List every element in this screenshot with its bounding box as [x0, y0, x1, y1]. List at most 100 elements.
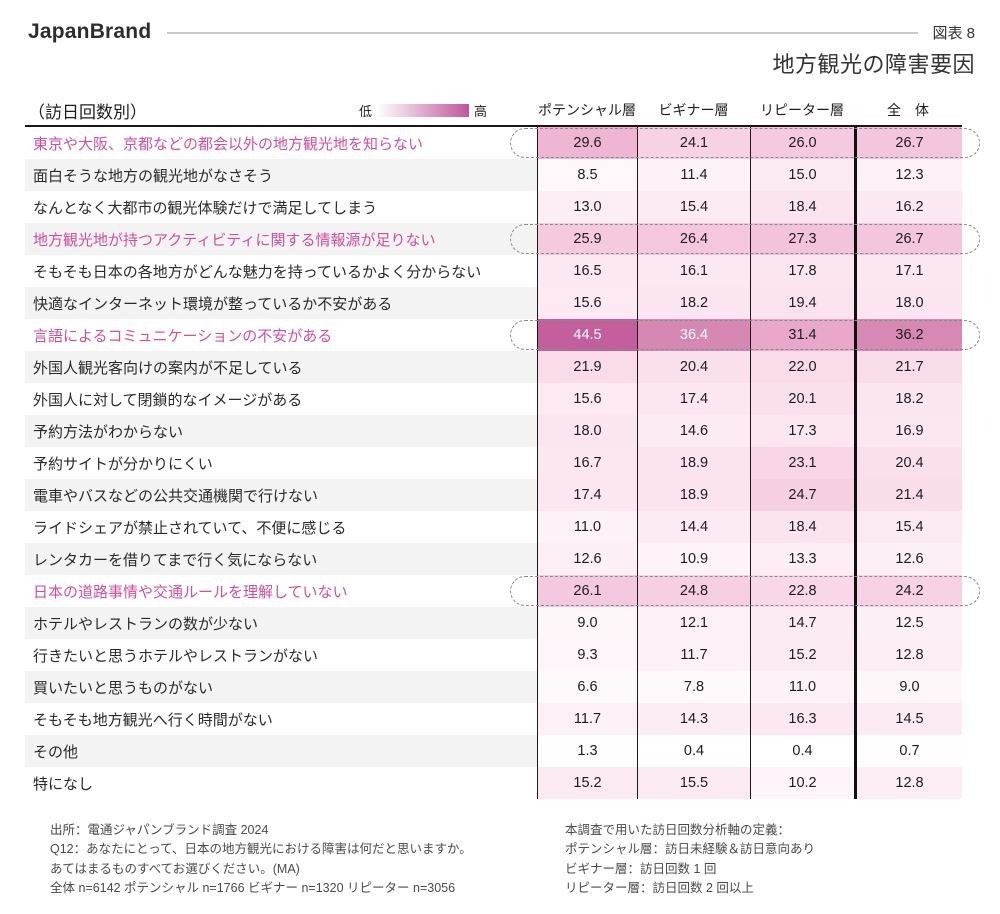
heat-cell: 16.3 [750, 703, 854, 735]
row-label: ホテルやレストランの数が少ない [25, 607, 537, 639]
row-label: 日本の道路事情や交通ルールを理解していない [33, 583, 348, 601]
heat-cell: 9.3 [537, 639, 637, 671]
heat-cell: 26.7 [854, 223, 962, 255]
row-label: 電車やバスなどの公共交通機関で行けない [25, 479, 537, 511]
heat-cell: 11.7 [637, 639, 750, 671]
heat-cell: 17.3 [750, 415, 854, 447]
heat-cell: 15.4 [637, 191, 750, 223]
heat-cell: 18.2 [854, 383, 962, 415]
page-header: JapanBrand 図表 8 地方観光の障害要因 [0, 0, 1000, 79]
heat-cell: 20.1 [750, 383, 854, 415]
footnote-line: 本調査で用いた訪日回数分析軸の定義： [565, 823, 791, 837]
footnote-definitions-block: 本調査で用いた訪日回数分析軸の定義： ポテンシャル層：訪日未経験＆訪日意向あり ビギ… [565, 821, 815, 899]
heat-cell: 13.3 [750, 543, 854, 575]
table-row: 面白そうな地方の観光地がなさそう 8.5 11.4 15.0 12.3 [25, 159, 962, 191]
heat-cell: 10.2 [750, 767, 854, 799]
column-header-3: リピーター層 [760, 102, 844, 118]
heat-cell: 18.4 [750, 511, 854, 543]
heat-cell: 20.4 [637, 351, 750, 383]
heat-cell: 12.5 [854, 607, 962, 639]
heat-cell: 18.0 [854, 287, 962, 319]
heat-cell: 18.2 [637, 287, 750, 319]
heat-cell: 26.7 [854, 127, 962, 159]
row-label: 外国人観光客向けの案内が不足している [25, 351, 537, 383]
heat-cell: 21.9 [537, 351, 637, 383]
footnote-source-block: 出所：電通ジャパンブランド調査 2024 Q12：あなたにとって、日本の地方観光に… [50, 821, 550, 899]
heat-cell: 17.4 [637, 383, 750, 415]
heat-cell: 11.7 [537, 703, 637, 735]
row-label: そもそも日本の各地方がどんな魅力を持っているかよく分からない [33, 263, 482, 281]
row-label: その他 [25, 735, 537, 767]
heat-cell: 15.0 [750, 159, 854, 191]
table-row: 快適なインターネット環境が整っているか不安がある 15.6 18.2 19.4 18.0 [25, 287, 962, 319]
heat-cell: 18.0 [537, 415, 637, 447]
heat-cell: 13.0 [537, 191, 637, 223]
column-header-4: 全 体 [887, 102, 929, 118]
heatmap-table: 東京や大阪、京都などの都会以外の地方観光地を知らない 29.6 24.1 26.0 26… [25, 125, 980, 799]
heat-cell: 10.9 [637, 543, 750, 575]
heat-cell: 24.7 [750, 479, 854, 511]
heat-cell: 0.4 [750, 735, 854, 767]
table-row: 特になし 15.2 15.5 10.2 12.8 [25, 767, 962, 799]
heat-cell: 15.4 [854, 511, 962, 543]
row-label: レンタカーを借りてまで行く気にならない [25, 543, 537, 575]
heat-cell: 17.8 [750, 255, 854, 287]
table-row: 買いたいと思うものがない 6.6 7.8 11.0 9.0 [25, 671, 962, 703]
heat-cell: 24.8 [637, 575, 750, 607]
heat-legend: 低 高 [359, 101, 487, 120]
heat-cell: 44.5 [537, 319, 637, 351]
row-label: 予約方法がわからない [25, 415, 537, 447]
footnotes: 出所：電通ジャパンブランド調査 2024 Q12：あなたにとって、日本の地方観光に… [50, 821, 1000, 899]
row-label: 快適なインターネット環境が整っているか不安がある [25, 287, 537, 319]
heat-cell: 15.5 [637, 767, 750, 799]
heat-cell: 12.8 [854, 767, 962, 799]
heat-cell: 31.4 [750, 319, 854, 351]
table-row: 外国人に対して閉鎖的なイメージがある 15.6 17.4 20.1 18.2 [25, 383, 962, 415]
heat-cell: 12.3 [854, 159, 962, 191]
footnote-line: 出所：電通ジャパンブランド調査 2024 [50, 823, 269, 837]
table-row: 予約サイトが分かりにくい 16.7 18.9 23.1 20.4 [25, 447, 962, 479]
row-label: 予約サイトが分かりにくい [33, 455, 213, 473]
table-row: 外国人観光客向けの案内が不足している 21.9 20.4 22.0 21.7 [25, 351, 962, 383]
header-divider-line [167, 32, 919, 34]
heat-cell: 23.1 [750, 447, 854, 479]
heat-cell: 18.4 [750, 191, 854, 223]
heat-cell: 26.1 [537, 575, 637, 607]
heat-cell: 11.0 [537, 511, 637, 543]
heat-cell: 7.8 [637, 671, 750, 703]
row-label: 行きたいと思うホテルやレストランがない [33, 647, 319, 665]
page-title: 地方観光の障害要因 [772, 52, 975, 77]
heat-cell: 21.4 [854, 479, 962, 511]
footnote-line: Q12：あなたにとって、日本の地方観光における障害は何だと思いますか。 [50, 842, 472, 857]
heat-cell: 36.4 [637, 319, 750, 351]
row-label: 外国人に対して閉鎖的なイメージがある [33, 391, 303, 409]
table-row: 予約方法がわからない 18.0 14.6 17.3 16.9 [25, 415, 962, 447]
table-row: そもそも地方観光へ行く時間がない 11.7 14.3 16.3 14.5 [25, 703, 962, 735]
heat-cell: 16.1 [637, 255, 750, 287]
heat-cell: 22.0 [750, 351, 854, 383]
table-row: 東京や大阪、京都などの都会以外の地方観光地を知らない 29.6 24.1 26.0 26… [25, 127, 962, 159]
table-row: 言語によるコミュニケーションの不安がある 44.5 36.4 31.4 36.2 [25, 319, 962, 351]
heat-cell: 15.2 [750, 639, 854, 671]
heat-cell: 26.4 [637, 223, 750, 255]
table-row: そもそも日本の各地方がどんな魅力を持っているかよく分からない 16.5 16.1 17… [25, 255, 962, 287]
heat-cell: 26.0 [750, 127, 854, 159]
heat-cell: 16.5 [537, 255, 637, 287]
row-label: 買いたいと思うものがない [25, 671, 537, 703]
heat-cell: 14.6 [637, 415, 750, 447]
footnote-line: ビギナー層：訪日回数 1 回 [565, 861, 717, 876]
table-row: なんとなく大都市の観光体験だけで満足してしまう 13.0 15.4 18.4 16.2 [25, 191, 962, 223]
heat-cell: 14.7 [750, 607, 854, 639]
table-row: ライドシェアが禁止されていて、不便に感じる 11.0 14.4 18.4 15.4 [25, 511, 962, 543]
heat-cell: 17.4 [537, 479, 637, 511]
footnote-line: リピーター層：訪日回数 2 回以上 [565, 881, 754, 896]
brand-row: JapanBrand 図表 8 [28, 20, 975, 44]
heat-cell: 27.3 [750, 223, 854, 255]
heat-cell: 16.9 [854, 415, 962, 447]
figure-label: 図表 8 [932, 24, 975, 42]
heat-cell: 14.5 [854, 703, 962, 735]
heat-cell: 0.4 [637, 735, 750, 767]
table-row: 日本の道路事情や交通ルールを理解していない 26.1 24.8 22.8 24.2 [25, 575, 962, 607]
heat-cell: 24.2 [854, 575, 962, 607]
